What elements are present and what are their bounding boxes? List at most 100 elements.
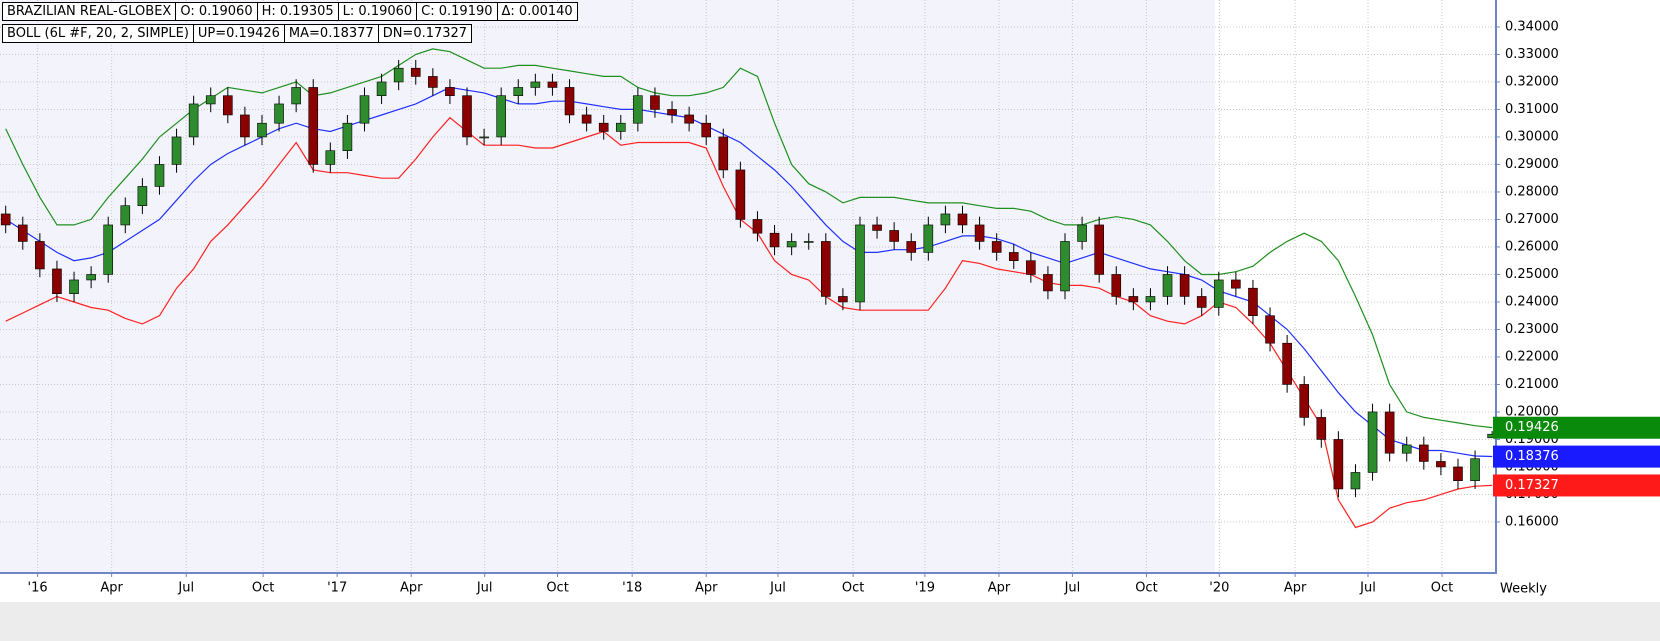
candle-body [838, 296, 848, 303]
x-tick-label: '20 [1209, 581, 1229, 596]
candle-body [889, 230, 899, 242]
candle-body [188, 103, 199, 138]
candle-body [1316, 417, 1327, 440]
candle-body [154, 164, 165, 187]
candle-body [17, 224, 28, 242]
marks [0, 48, 1497, 529]
candle-body [257, 122, 267, 138]
candle-body [1196, 296, 1207, 308]
x-tick-label: Jul [769, 581, 786, 596]
period-label: Weekly [1500, 582, 1547, 597]
quote-header: BRAZILIAN REAL-GLOBEX O: 0.19060 H: 0.1930… [2, 2, 578, 21]
grid [0, 0, 1495, 572]
y-tick-label: 0.30000 [1505, 129, 1559, 144]
candle-body [410, 67, 421, 77]
last-value-tag [1493, 474, 1660, 497]
candle-body [923, 224, 934, 253]
candle-body [1128, 296, 1139, 303]
candle-body [735, 169, 746, 220]
candle-body [598, 122, 609, 132]
band-line [5, 86, 1493, 458]
candle-body [1282, 342, 1292, 385]
y-tick-label: 0.27000 [1505, 212, 1559, 227]
x-tick-label: '19 [915, 581, 935, 596]
x-tick-label: Oct [842, 581, 864, 596]
header-field: DN=0.17327 [377, 24, 473, 43]
y-tick-label: 0.23000 [1505, 322, 1559, 337]
x-tick-label: Jul [476, 581, 493, 596]
candle-body [393, 67, 404, 83]
y-tick-label: 0.26000 [1505, 239, 1559, 254]
candle-body [633, 95, 643, 124]
y-tick-label: 0.29000 [1505, 157, 1559, 172]
header-field: O: 0.19060 [175, 2, 258, 21]
candle-body [786, 241, 797, 248]
candle-body [1248, 287, 1258, 317]
last-value-tag [1493, 416, 1660, 439]
candle-body [120, 205, 131, 226]
x-tick-label: Oct [546, 581, 568, 596]
candle-body [291, 87, 301, 105]
candle-body [1213, 279, 1224, 308]
x-tick-label: Apr [988, 581, 1011, 596]
candle-body [1470, 458, 1480, 482]
last-value-label: 0.18376 [1505, 449, 1559, 464]
candle-body [1419, 444, 1429, 462]
shaded-region [0, 0, 1215, 572]
candle-body [1145, 296, 1156, 303]
candle-body [1384, 411, 1395, 454]
candle-body [701, 122, 712, 138]
band-line [5, 48, 1493, 429]
candle-body [445, 87, 455, 96]
candle-body [308, 87, 319, 165]
candle-body [991, 241, 1002, 253]
candle-body [513, 87, 524, 96]
y-tick-label: 0.16000 [1505, 514, 1559, 529]
candle-body [376, 81, 387, 96]
candle-body [821, 241, 831, 297]
candle-body [855, 224, 865, 303]
candle-body [906, 241, 917, 253]
candle-body [35, 241, 45, 270]
x-tick-label: '18 [622, 581, 642, 596]
candle-body [86, 274, 96, 281]
candle-body [615, 122, 626, 132]
labels: 0.160000.170000.180000.190000.200000.210… [28, 19, 1660, 596]
candle-body [428, 76, 438, 88]
candle-body [1043, 274, 1053, 292]
y-tick-label: 0.32000 [1505, 74, 1559, 89]
band-line [5, 116, 1493, 529]
y-tick-label: 0.33000 [1505, 47, 1559, 62]
candle-body [342, 122, 353, 151]
candle-body [1436, 461, 1446, 468]
header-field: BOLL (6L #F, 20, 2, SIMPLE) [2, 24, 194, 43]
candle-body [240, 114, 250, 138]
candle-body [1179, 274, 1190, 297]
candle-body [803, 241, 814, 243]
candle-body [718, 136, 729, 171]
candle-body [223, 95, 233, 116]
candle-body [752, 219, 763, 234]
x-tick-label: '16 [28, 581, 48, 596]
candle-body [1333, 439, 1344, 490]
candle-body [496, 95, 506, 138]
candle-body [137, 186, 148, 206]
candle-body [940, 213, 951, 226]
candle-body [1162, 274, 1173, 297]
candle-body [325, 150, 336, 165]
y-tick-label: 0.20000 [1505, 404, 1559, 419]
header-field: MA=0.18377 [283, 24, 379, 43]
candle-body [462, 95, 472, 138]
candle-body [1060, 241, 1070, 292]
indicator-header: BOLL (6L #F, 20, 2, SIMPLE) UP=0.19426 MA=… [2, 24, 473, 43]
header-field: L: 0.19060 [337, 2, 418, 21]
x-tick-label: Apr [1284, 581, 1307, 596]
last-value-label: 0.17327 [1505, 478, 1559, 493]
last-value-tag [1493, 445, 1660, 468]
candle-body [1026, 260, 1036, 275]
candle-body [479, 136, 489, 139]
y-tick-label: 0.34000 [1505, 19, 1559, 34]
x-tick-label: Oct [252, 581, 274, 596]
